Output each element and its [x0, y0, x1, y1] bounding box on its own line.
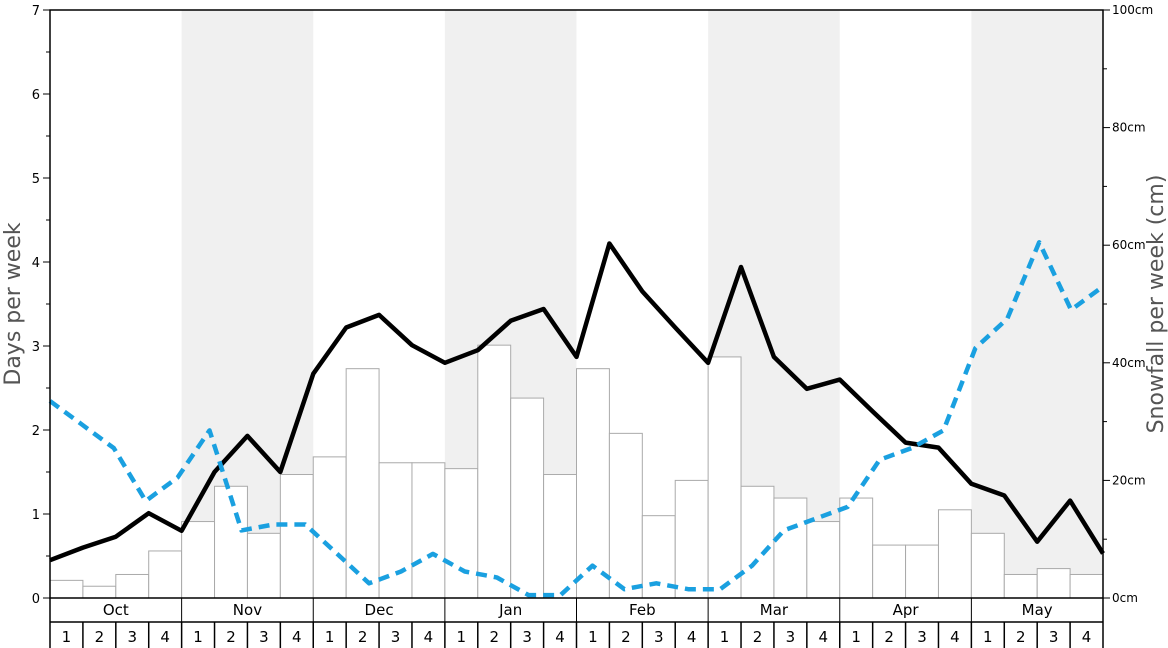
week-label: 4 — [687, 628, 697, 646]
bar — [246, 532, 281, 599]
month-label: May — [1022, 601, 1053, 619]
week-label: 2 — [226, 628, 236, 646]
bar — [82, 585, 117, 599]
week-label: 2 — [753, 628, 763, 646]
week-label: 1 — [851, 628, 861, 646]
month-label: Nov — [233, 601, 262, 619]
month-label: Apr — [893, 601, 920, 619]
bar — [1003, 573, 1038, 599]
bar — [510, 397, 545, 599]
week-label: 1 — [983, 628, 993, 646]
week-label: 3 — [786, 628, 796, 646]
bar — [970, 532, 1005, 599]
week-label: 4 — [1082, 628, 1092, 646]
month-label: Dec — [365, 601, 394, 619]
left-tick-label: 0 — [32, 592, 40, 607]
right-axis: 0cm 20cm 40cm 60cm 80cm 100cm — [1103, 3, 1153, 605]
bar — [411, 462, 446, 599]
week-label: 1 — [193, 628, 203, 646]
bar — [872, 544, 907, 599]
series-lines — [48, 240, 1105, 598]
bar — [444, 468, 479, 599]
right-tick-label: 0cm — [1112, 591, 1138, 605]
left-axis-title: Days per week — [1, 222, 26, 385]
bar — [608, 432, 643, 599]
month-label: Jan — [498, 601, 522, 619]
week-label: 1 — [588, 628, 598, 646]
days-bars — [49, 344, 1104, 599]
month-row: Oct Nov Dec Jan Feb Mar Apr May — [49, 598, 1104, 623]
bar — [181, 521, 216, 599]
week-label: 3 — [522, 628, 532, 646]
week-label: 1 — [457, 628, 467, 646]
week-label: 4 — [555, 628, 565, 646]
month-label: Oct — [103, 601, 129, 619]
bar — [1069, 573, 1104, 599]
left-axis: 0 1 2 3 4 5 6 7 — [32, 4, 50, 607]
bar — [674, 479, 709, 599]
week-label: 4 — [424, 628, 434, 646]
week-label: 2 — [358, 628, 368, 646]
right-axis-title: Snowfall per week (cm) — [1144, 175, 1168, 434]
bar — [49, 579, 84, 599]
bar — [279, 474, 314, 599]
week-label: 3 — [259, 628, 269, 646]
left-tick-label: 6 — [32, 88, 40, 103]
bar — [905, 544, 939, 599]
week-label: 3 — [127, 628, 137, 646]
bar — [543, 474, 577, 599]
week-label: 1 — [325, 628, 335, 646]
snowfall-line — [48, 240, 1105, 598]
week-label: 4 — [160, 628, 170, 646]
bar — [148, 550, 183, 599]
bar — [345, 368, 380, 599]
left-tick-label: 7 — [32, 4, 40, 19]
week-label: 2 — [95, 628, 105, 646]
right-tick-label: 100cm — [1112, 3, 1153, 17]
week-label: 3 — [1049, 628, 1059, 646]
bar — [937, 509, 972, 599]
bar — [740, 485, 775, 599]
bar — [477, 344, 512, 599]
month-label: Feb — [629, 601, 656, 619]
bar — [806, 521, 841, 599]
bar — [1036, 568, 1071, 599]
week-label: 3 — [917, 628, 927, 646]
week-label: 1 — [62, 628, 72, 646]
week-label: 4 — [292, 628, 302, 646]
week-label: 4 — [819, 628, 829, 646]
week-label: 2 — [884, 628, 894, 646]
right-tick-label: 60cm — [1112, 238, 1146, 252]
days-line — [49, 241, 1105, 563]
week-label: 3 — [654, 628, 664, 646]
week-label: 3 — [391, 628, 401, 646]
left-tick-label: 3 — [32, 340, 40, 355]
month-shade-may — [971, 10, 1103, 598]
month-shading — [181, 10, 1103, 598]
bar — [707, 356, 742, 599]
right-tick-label: 80cm — [1112, 121, 1146, 135]
left-tick-label: 1 — [32, 508, 40, 523]
bar — [312, 456, 347, 599]
week-label: 4 — [950, 628, 960, 646]
week-label: 2 — [489, 628, 499, 646]
left-tick-label: 4 — [32, 256, 40, 271]
left-tick-label: 2 — [32, 424, 40, 439]
week-label: 2 — [621, 628, 631, 646]
left-tick-label: 5 — [32, 172, 40, 187]
week-row: 1 2 3 4 1 2 3 4 1 2 3 4 1 2 3 4 1 2 3 4 1 2 3 4 1 2 3 4 1 2 3 4 — [49, 622, 1104, 648]
week-label: 2 — [1016, 628, 1026, 646]
right-tick-label: 20cm — [1112, 473, 1146, 487]
bar — [115, 573, 150, 599]
bar — [773, 497, 808, 599]
bar — [576, 368, 610, 599]
right-tick-label: 40cm — [1112, 356, 1146, 370]
week-label: 1 — [720, 628, 730, 646]
bar — [839, 497, 874, 599]
month-label: Mar — [760, 601, 789, 619]
